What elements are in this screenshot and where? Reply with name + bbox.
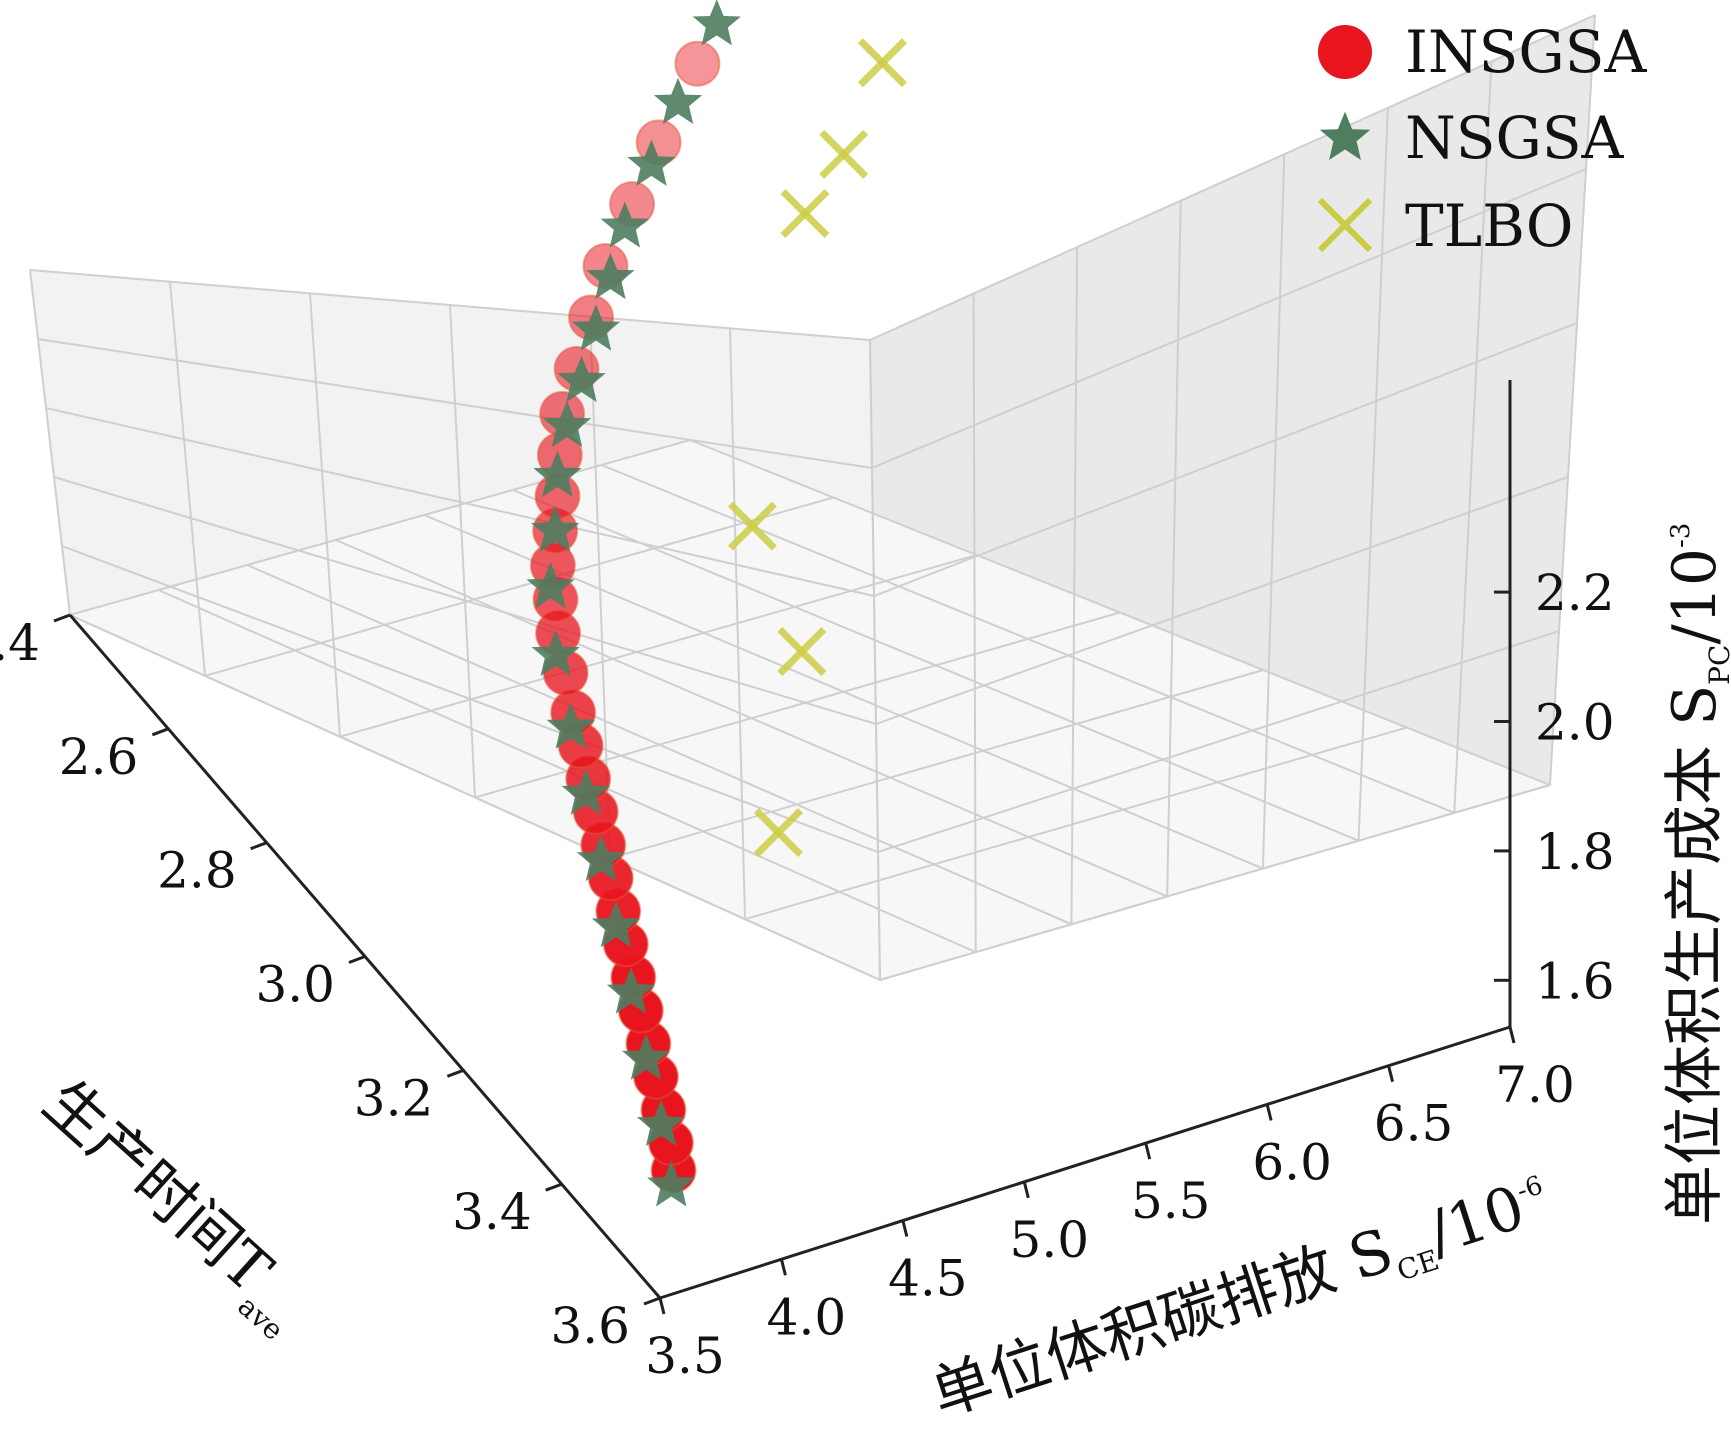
y-tick-mark xyxy=(901,1220,909,1237)
tlbo-point xyxy=(819,129,869,179)
y-tick-label: 6.5 xyxy=(1374,1095,1454,1153)
tick-layer: 2.4 2.6 2.8 3.0 3.2 3.4 3.6 3.5 4.0 4.5 5.0 5.5 6.0 6… xyxy=(0,564,1615,1385)
insgsa-point xyxy=(674,40,721,87)
legend-insgsa-marker xyxy=(1318,25,1372,79)
grid-line xyxy=(29,269,71,616)
legend-tlbo-marker xyxy=(1317,197,1373,253)
x-tick-mark xyxy=(53,613,71,623)
legend-tlbo-label: TLBO xyxy=(1405,192,1573,260)
grid-line xyxy=(1166,200,1182,897)
grid-line xyxy=(1261,154,1286,869)
grid-line xyxy=(45,407,875,597)
grid-lines xyxy=(29,14,1596,981)
y-tick-label: 4.0 xyxy=(767,1288,847,1346)
grid-line xyxy=(169,281,206,676)
grid-line xyxy=(877,630,1560,853)
x-tick-label: 2.6 xyxy=(59,728,139,786)
x-axis-label: 生产时间Tave xyxy=(23,1067,321,1347)
y-tick-mark xyxy=(658,1297,666,1315)
y-tick-mark xyxy=(779,1258,787,1276)
grid-line xyxy=(744,726,1407,921)
grid-line xyxy=(601,464,1455,814)
y-tick-label: 5.0 xyxy=(1010,1211,1090,1269)
grid-line xyxy=(339,554,977,738)
tlbo-point xyxy=(857,38,907,88)
grid-line xyxy=(335,539,1168,898)
grid-line xyxy=(53,476,877,725)
x-tick-mark xyxy=(348,955,366,964)
x-tick-mark xyxy=(151,727,169,737)
x-tick-mark xyxy=(545,1182,563,1192)
y-tick-label: 6.0 xyxy=(1252,1133,1332,1191)
x-tick-label: 3.6 xyxy=(550,1297,630,1355)
x-tick-label: 2.8 xyxy=(157,842,237,900)
grid-line xyxy=(246,564,1072,926)
z-tick-label: 2.0 xyxy=(1535,694,1615,752)
grid-line xyxy=(37,338,873,469)
tlbo-point xyxy=(777,627,827,677)
grid-line xyxy=(1357,107,1389,841)
y-tick-mark xyxy=(1144,1142,1152,1160)
x-tick-mark xyxy=(446,1068,464,1078)
grid-line xyxy=(1549,14,1596,786)
x-tick-label: 3.0 xyxy=(255,956,335,1014)
grid-line xyxy=(869,14,1596,341)
y-tick-label: 7.0 xyxy=(1495,1056,1575,1114)
x-tick-label: 3.2 xyxy=(354,1069,434,1127)
grid-line xyxy=(69,614,881,981)
grid-line xyxy=(972,293,977,953)
grid-line xyxy=(512,489,1359,842)
z-tick-label: 1.6 xyxy=(1535,952,1615,1010)
grid-line xyxy=(309,293,341,737)
y-tick-label: 3.5 xyxy=(645,1327,725,1385)
x-axis-label-text: 生产时间T xyxy=(30,1067,285,1306)
tlbo-point xyxy=(753,808,803,858)
z-axis-label-text: 单位体积生产成本 S xyxy=(1660,685,1730,1225)
grid-line xyxy=(869,339,881,981)
y-tick-mark xyxy=(1387,1065,1395,1083)
y-tick-mark xyxy=(1265,1104,1273,1121)
z-axis-label-exp: -3 xyxy=(1666,523,1696,548)
grid-line xyxy=(29,269,871,341)
grid-line xyxy=(873,322,1578,597)
grid-line xyxy=(204,496,834,677)
y-tick-label: 5.5 xyxy=(1131,1172,1211,1230)
grid-line xyxy=(689,439,1551,786)
y-tick-label: 4.5 xyxy=(888,1250,968,1308)
legend: INSGSA NSGSA TLBO xyxy=(1317,18,1647,260)
grid-line xyxy=(871,168,1587,469)
x-tick-mark xyxy=(643,1296,661,1306)
tlbo-point xyxy=(780,189,830,239)
grid-line xyxy=(69,439,691,616)
z-tick-label: 1.8 xyxy=(1535,823,1615,881)
nsgsa-point xyxy=(692,0,741,46)
y-axis-label: 单位体积碳排放 SCE/10-6 xyxy=(923,1165,1559,1429)
x-tick-label: 2.4 xyxy=(0,614,40,672)
legend-insgsa-label: INSGSA xyxy=(1405,18,1647,86)
grid-line xyxy=(449,304,476,798)
y-axis-label-text: 单位体积碳排放 S xyxy=(923,1215,1401,1429)
z-axis-label-sub: PC xyxy=(1703,645,1731,685)
points-layer xyxy=(526,0,907,1207)
y-tick-mark xyxy=(1022,1181,1030,1199)
grid-line xyxy=(1453,61,1493,813)
y-tick-mark xyxy=(1508,1026,1516,1044)
y-axis-line xyxy=(659,1025,1511,1300)
grid-line xyxy=(609,669,1264,860)
x-tick-mark xyxy=(250,841,268,851)
tlbo-point xyxy=(727,501,777,551)
legend-nsgsa-label: NSGSA xyxy=(1405,104,1625,172)
z-axis-label: 单位体积生产成本 SPC/10-3 xyxy=(1660,523,1731,1225)
z-axis-label-unit: /10 xyxy=(1660,548,1730,645)
grid-line xyxy=(879,784,1551,981)
grid-line xyxy=(875,476,1569,725)
x-tick-label: 3.4 xyxy=(452,1183,532,1241)
grid-line xyxy=(1070,247,1079,925)
z-tick-label: 2.2 xyxy=(1535,564,1615,622)
